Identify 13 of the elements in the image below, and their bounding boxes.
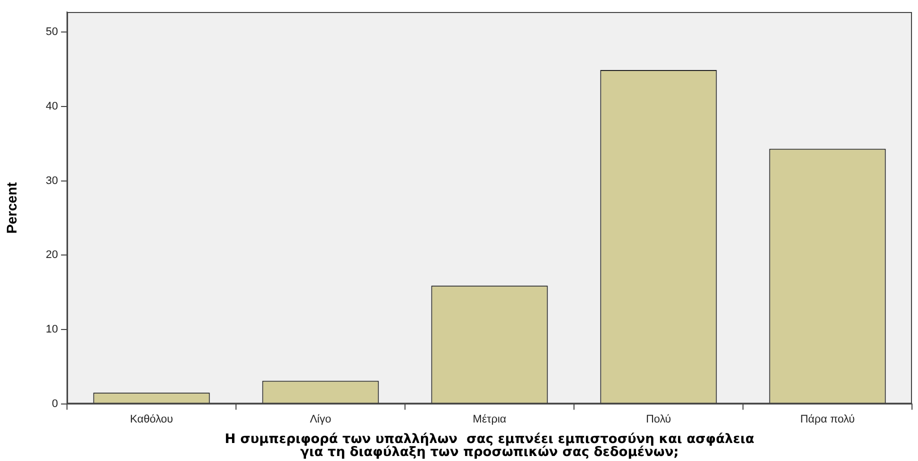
x-tick-label: Πάρα πολύ <box>800 413 855 426</box>
x-axis-title: Η συμπεριφορά των υπαλλήλων σας εμπνέει εμπιστοσύνη και ασφάλεια για τη διαφύλαξη των προσωπικών σας δεδομένων; <box>224 432 754 460</box>
x-tick-label: Λίγο <box>310 413 332 426</box>
y-tick-label: 50 <box>46 26 58 38</box>
y-tick-label: 40 <box>46 100 58 112</box>
y-axis-title: Percent <box>3 182 20 234</box>
y-tick-label: 10 <box>46 323 58 336</box>
x-tick-label: Πολύ <box>646 413 672 426</box>
y-tick-label: 0 <box>52 398 58 410</box>
y-tick-label: 30 <box>46 174 58 187</box>
x-tick-label: Καθόλου <box>130 413 174 426</box>
y-tick-label: 20 <box>46 249 58 262</box>
x-tick-label: Μέτρια <box>472 413 507 426</box>
